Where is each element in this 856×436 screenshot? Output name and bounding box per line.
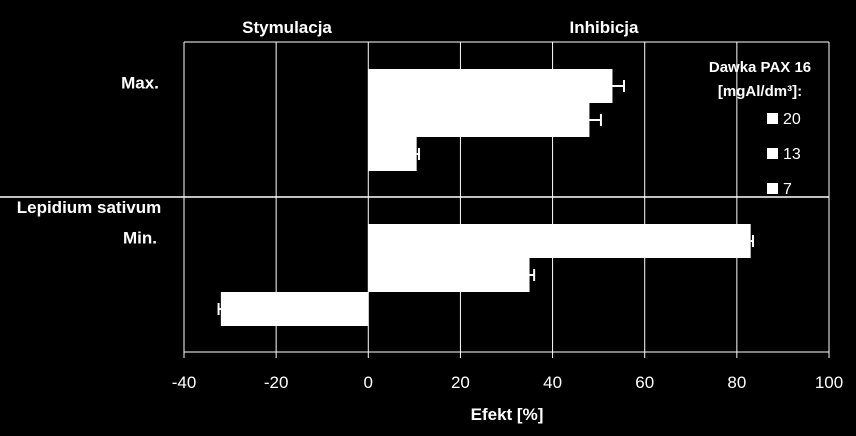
category-label-0: Max. (121, 73, 159, 92)
legend-label-7: 7 (783, 181, 792, 198)
x-tick-label--40: -40 (172, 373, 197, 392)
x-tick-labels: -40 -20 0 20 40 60 80 100 (172, 373, 843, 392)
region-label-inhibition: Inhibicja (570, 18, 640, 37)
bar-20-Min. (368, 224, 751, 258)
y-axis-label: Lepidium sativum (17, 198, 162, 217)
category-label-1: Min. (123, 228, 157, 247)
bar-13-Min. (368, 258, 530, 292)
bars (220, 69, 751, 326)
legend-title-line1: Dawka PAX 16 (709, 59, 811, 76)
legend: Dawka PAX 16 [mgAl/dm³]: 20 13 7 (709, 59, 811, 198)
legend-swatch-13 (767, 148, 778, 159)
x-tick-label-100: 100 (815, 373, 843, 392)
region-label-stimulation: Stymulacja (242, 18, 332, 37)
bar-20-Max. (368, 69, 613, 103)
legend-label-20: 20 (783, 111, 801, 128)
legend-swatch-7 (767, 183, 778, 194)
x-tick-label-60: 60 (635, 373, 654, 392)
axes (0, 41, 830, 358)
x-axis-label: Efekt [%] (471, 405, 544, 424)
x-tick-label-20: 20 (451, 373, 470, 392)
legend-label-13: 13 (783, 146, 801, 163)
error-bars (217, 80, 754, 315)
bar-7-Max. (368, 137, 417, 171)
x-tick-label-40: 40 (543, 373, 562, 392)
legend-items: 20 13 7 (767, 111, 801, 198)
legend-swatch-20 (767, 113, 778, 124)
bar-13-Max. (368, 103, 590, 137)
x-tick-label--20: -20 (264, 373, 289, 392)
x-tick-label-0: 0 (364, 373, 373, 392)
x-tick-label-80: 80 (727, 373, 746, 392)
category-labels: Max. Min. (121, 73, 159, 247)
bar-7-Min. (220, 292, 369, 326)
legend-title-line2: [mgAl/dm³]: (718, 83, 802, 100)
